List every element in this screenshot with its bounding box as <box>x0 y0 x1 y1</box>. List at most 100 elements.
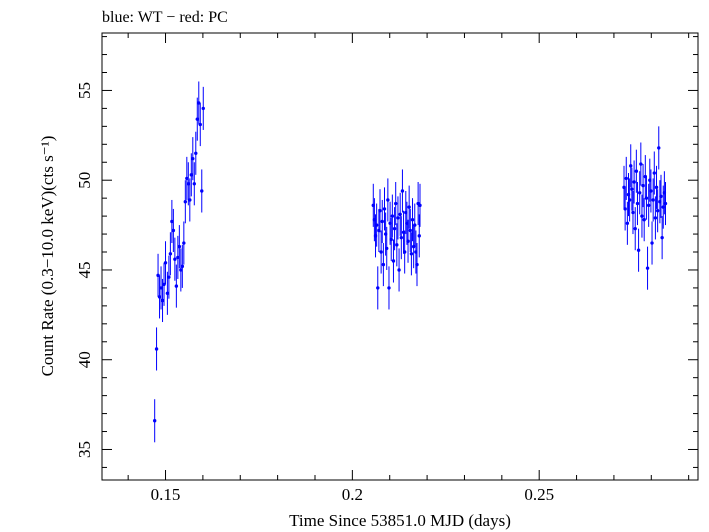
point-marker <box>180 264 185 269</box>
data-point <box>386 178 390 222</box>
y-tick-labels: 35 40 45 50 55 <box>75 82 94 458</box>
data-point <box>652 151 656 195</box>
data-point <box>376 266 380 310</box>
point-marker <box>386 198 390 202</box>
point-marker <box>171 228 176 233</box>
point-marker <box>636 248 641 252</box>
data-point <box>162 262 166 306</box>
point-marker <box>376 286 380 290</box>
point-marker <box>402 250 407 254</box>
point-marker <box>160 298 165 303</box>
point-marker <box>623 207 627 211</box>
point-marker <box>154 347 159 351</box>
data-point <box>186 162 191 206</box>
point-marker <box>399 235 404 240</box>
point-marker <box>380 219 384 224</box>
data-point <box>657 126 661 170</box>
point-marker <box>382 207 387 211</box>
data-point <box>642 198 646 242</box>
point-marker <box>655 209 660 213</box>
point-marker <box>183 200 188 204</box>
data-point <box>408 208 412 253</box>
point-marker <box>394 201 398 206</box>
axis-ticks <box>102 33 698 480</box>
data-points <box>152 81 668 443</box>
data-point <box>165 271 170 315</box>
data-point <box>395 223 399 267</box>
x-tick-label: 0.2 <box>342 485 363 504</box>
data-point <box>176 235 180 279</box>
plot-frame <box>101 32 699 481</box>
data-point <box>399 216 404 260</box>
data-point <box>160 278 165 323</box>
data-point <box>374 203 379 247</box>
data-point <box>660 216 664 260</box>
point-marker <box>630 187 634 191</box>
x-tick-label: 0.25 <box>524 485 554 504</box>
data-point <box>632 160 636 204</box>
data-point <box>641 164 645 208</box>
data-point <box>381 243 386 287</box>
data-point <box>194 131 198 175</box>
point-marker <box>400 189 405 193</box>
data-point <box>191 137 195 181</box>
point-marker <box>165 291 170 296</box>
data-point <box>394 182 398 226</box>
data-point <box>631 190 635 235</box>
point-marker <box>657 146 661 150</box>
data-point <box>636 228 641 272</box>
y-tick-label: 40 <box>75 351 94 368</box>
point-marker <box>157 295 162 299</box>
data-point <box>379 230 383 274</box>
point-marker <box>387 286 391 290</box>
data-point <box>653 196 658 240</box>
point-marker <box>642 217 646 222</box>
point-marker <box>633 226 637 231</box>
data-point <box>644 176 649 220</box>
point-marker <box>638 191 642 195</box>
y-tick-label: 45 <box>75 261 94 278</box>
point-marker <box>646 203 651 208</box>
data-point <box>171 208 176 253</box>
data-point <box>396 196 400 240</box>
point-marker <box>659 194 663 199</box>
point-marker <box>390 214 395 218</box>
data-point <box>407 185 411 229</box>
point-marker <box>391 259 396 263</box>
point-marker <box>163 261 168 265</box>
data-point <box>391 239 396 283</box>
data-point <box>649 169 653 213</box>
data-point <box>392 207 397 251</box>
point-marker <box>188 198 192 202</box>
data-point <box>418 183 422 227</box>
point-marker <box>644 196 649 200</box>
point-marker <box>650 241 654 245</box>
data-point <box>159 266 163 310</box>
point-marker <box>182 241 186 245</box>
point-marker <box>173 257 177 261</box>
data-point <box>624 156 628 200</box>
data-point <box>201 86 205 130</box>
data-point <box>177 225 182 269</box>
data-point <box>185 156 189 200</box>
point-marker <box>192 182 196 186</box>
data-point <box>663 182 668 226</box>
y-tick-label: 55 <box>75 82 94 99</box>
point-marker <box>396 216 400 220</box>
point-marker <box>189 173 194 177</box>
data-point <box>630 167 634 211</box>
point-marker <box>410 217 415 222</box>
data-point <box>406 219 410 263</box>
data-point <box>655 189 660 233</box>
point-marker <box>651 198 655 202</box>
data-point <box>398 192 402 236</box>
data-point <box>635 182 640 226</box>
data-point <box>182 221 186 265</box>
point-marker <box>409 252 414 256</box>
point-marker <box>653 216 658 220</box>
data-point <box>402 230 407 274</box>
point-marker <box>159 286 163 290</box>
data-point <box>200 169 204 213</box>
data-point <box>173 237 177 281</box>
point-marker <box>649 189 653 193</box>
